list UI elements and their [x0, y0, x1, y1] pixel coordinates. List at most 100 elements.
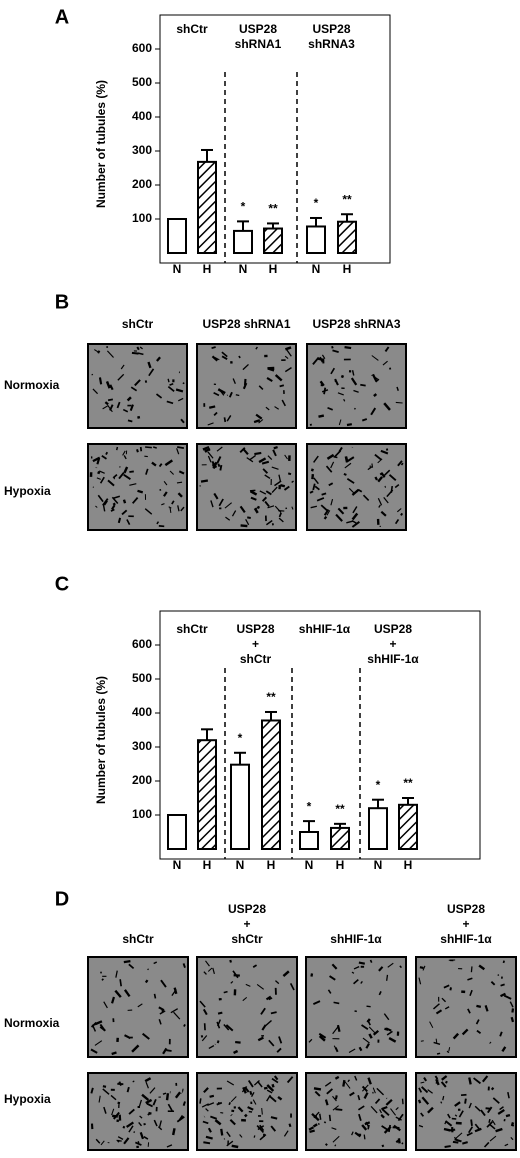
column-label: +: [243, 917, 250, 931]
column-label: shCtr: [122, 932, 154, 946]
tubule: [375, 477, 377, 480]
x-tick-label: H: [404, 858, 413, 872]
tubule: [146, 980, 148, 982]
x-tick-label: N: [312, 262, 321, 276]
tubule: [224, 1139, 225, 1140]
tubule: [218, 464, 219, 467]
tubule: [137, 491, 142, 493]
bar: [369, 808, 387, 849]
x-tick-label: H: [203, 858, 212, 872]
y-tick-label: 100: [132, 211, 152, 225]
tubule: [370, 960, 371, 963]
tubule: [312, 474, 313, 479]
tubule: [183, 383, 184, 384]
tubule: [387, 975, 388, 981]
tubule: [106, 452, 107, 454]
tubule: [280, 385, 284, 386]
tubule: [310, 491, 313, 493]
tubule: [289, 1124, 290, 1127]
tubule: [465, 1099, 466, 1104]
tubule: [221, 1129, 222, 1136]
tubule: [446, 1081, 447, 1083]
significance-mark: *: [241, 200, 246, 214]
tubule: [112, 1116, 118, 1117]
tubule: [492, 1088, 494, 1090]
tubule: [448, 1051, 449, 1052]
group-label: USP28: [239, 22, 277, 36]
row-label: Normoxia: [4, 1016, 60, 1030]
tubule: [145, 381, 147, 382]
group-label: shCtr: [176, 622, 208, 636]
tubule: [334, 1002, 340, 1003]
tubule: [173, 1128, 174, 1135]
bar: [262, 720, 280, 849]
tubule: [512, 1008, 513, 1012]
y-axis-label: Number of tubules (%): [94, 80, 108, 208]
tubule: [117, 447, 118, 450]
row-label: Hypoxia: [4, 484, 51, 498]
tubule: [201, 1036, 203, 1037]
tubule: [218, 1041, 219, 1044]
tubule: [498, 975, 499, 976]
tubule: [128, 1087, 129, 1092]
tubule: [137, 347, 139, 350]
group-label: shHIF-1α: [367, 652, 419, 666]
tubule: [241, 525, 248, 526]
tubule: [203, 1142, 210, 1143]
tubule: [342, 375, 343, 377]
x-tick-label: H: [269, 262, 278, 276]
tubule: [280, 485, 284, 486]
tubule: [141, 447, 142, 451]
group-label: USP28: [312, 22, 350, 36]
tubule: [201, 480, 208, 481]
y-tick-label: 600: [132, 637, 152, 651]
tubule: [364, 1135, 365, 1140]
x-tick-label: N: [305, 858, 314, 872]
group-label: shHIF-1α: [299, 622, 351, 636]
micrograph: [306, 957, 406, 1057]
panel-letter: A: [55, 6, 69, 28]
tubule: [271, 1012, 277, 1013]
tubule: [324, 388, 325, 394]
tubule: [345, 347, 352, 348]
y-tick-label: 300: [132, 739, 152, 753]
tubule: [338, 1025, 340, 1032]
tubule: [330, 1115, 331, 1121]
tubule: [271, 1117, 277, 1118]
tubule: [344, 474, 347, 475]
tubule: [250, 1091, 251, 1094]
micrograph: [197, 957, 297, 1057]
tubule: [113, 503, 115, 504]
tubule: [155, 994, 156, 999]
tubule: [311, 973, 312, 976]
tubule: [471, 966, 472, 972]
y-tick-label: 400: [132, 109, 152, 123]
tubule: [334, 457, 338, 458]
significance-mark: *: [307, 799, 312, 813]
tubule: [245, 1115, 247, 1117]
group-label: USP28: [374, 622, 412, 636]
y-axis-label: Number of tubules (%): [94, 676, 108, 804]
bar: [198, 740, 216, 849]
tubule: [354, 408, 355, 409]
bar: [198, 162, 216, 253]
panel-letter: D: [55, 888, 69, 910]
tubule: [391, 486, 392, 493]
tubule: [167, 1093, 168, 1100]
column-label: USP28: [228, 902, 266, 916]
tubule: [254, 453, 261, 454]
bar: [338, 222, 356, 253]
tubule: [450, 987, 451, 990]
group-label: USP28: [236, 622, 274, 636]
y-tick-label: 200: [132, 177, 152, 191]
tubule: [144, 1124, 146, 1125]
tubule: [360, 385, 365, 386]
x-tick-label: N: [173, 262, 182, 276]
tubule: [92, 374, 93, 375]
tubule: [359, 963, 365, 964]
x-tick-label: H: [203, 262, 212, 276]
panel-letter: C: [55, 573, 69, 595]
tubule: [210, 1096, 214, 1097]
y-tick-label: 500: [132, 75, 152, 89]
tubule: [512, 1017, 513, 1022]
